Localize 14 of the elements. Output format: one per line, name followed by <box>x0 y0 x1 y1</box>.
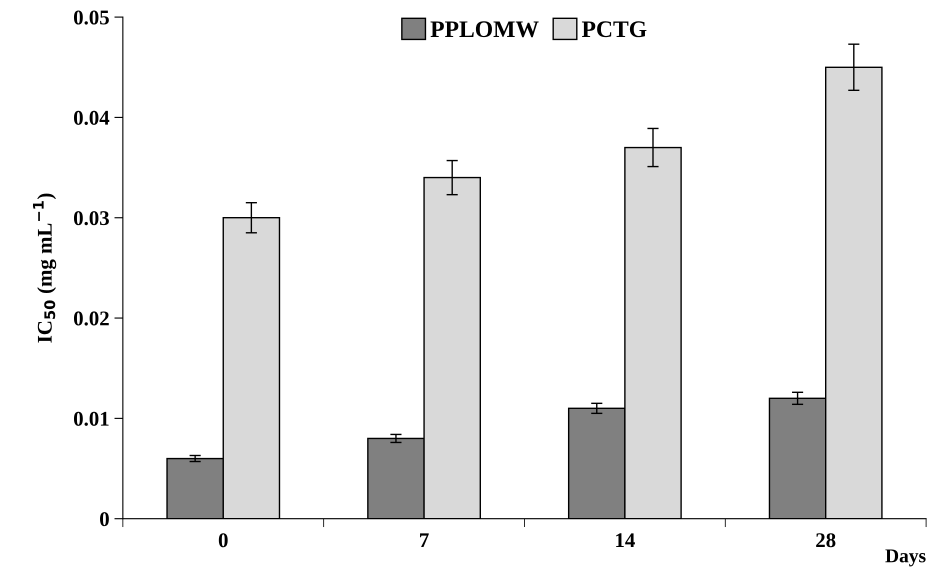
y-tick-label: 0.01 <box>74 412 109 426</box>
y-tick-label: 0.03 <box>74 211 109 226</box>
y-tick-label: 0.05 <box>74 10 109 25</box>
x-tick-label: 7 <box>420 533 429 548</box>
x-tick-label: 14 <box>616 533 635 548</box>
y-axis-title: IC$_{50}$ (mg mL$^{−1}$) <box>32 194 56 343</box>
y-tick-label: 0 <box>100 512 109 526</box>
x-axis-title: Days <box>885 549 926 566</box>
legend-label: PCTG <box>582 21 646 38</box>
legend-label: PPLOMW <box>430 21 539 38</box>
y-tick-label: 0.04 <box>74 110 110 125</box>
x-tick-label: 0 <box>218 533 228 548</box>
x-tick-label: 28 <box>816 533 836 548</box>
y-tick-label: 0.02 <box>74 311 109 326</box>
